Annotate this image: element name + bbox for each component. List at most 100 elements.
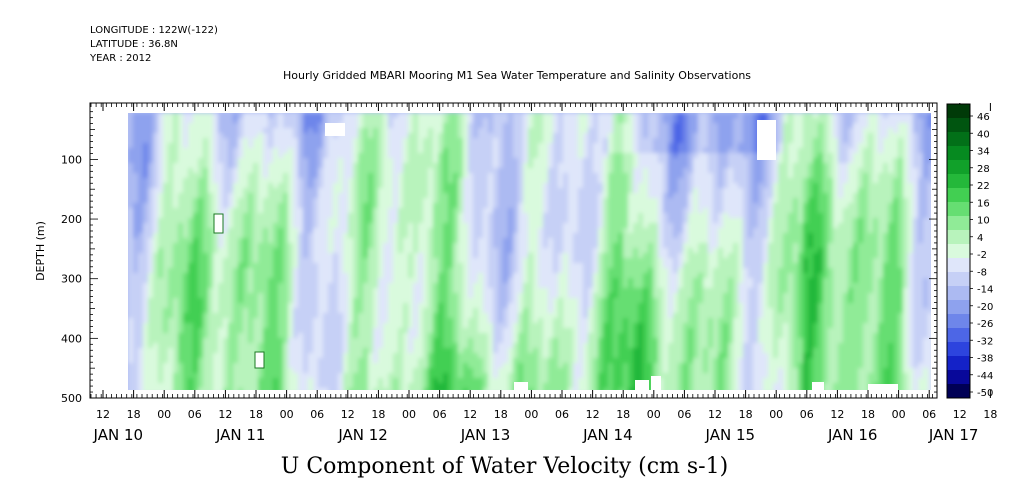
x-day-label: JAN 11 (215, 426, 266, 444)
x-tick-label: 12 (463, 408, 477, 421)
x-tick-label: 18 (494, 408, 508, 421)
colorbar-swatch (947, 258, 970, 273)
x-tick-label: 12 (586, 408, 600, 421)
colorbar-swatch (947, 384, 970, 399)
colorbar-swatch (947, 104, 970, 119)
colorbar-label: -2 (977, 250, 987, 261)
x-tick-label: 00 (647, 408, 661, 421)
y-tick-label: 500 (61, 392, 82, 405)
missing-data-patch (325, 123, 345, 136)
x-tick-label: 00 (769, 408, 783, 421)
x-day-label: JAN 16 (827, 426, 878, 444)
x-tick-label: 12 (341, 408, 355, 421)
missing-data-patches (213, 120, 898, 390)
x-day-label: JAN 13 (460, 426, 511, 444)
colorbar-swatch (947, 300, 970, 315)
x-day-label: JAN 10 (93, 426, 144, 444)
colorbar-swatch (947, 132, 970, 147)
x-tick-label: 18 (127, 408, 141, 421)
x-tick-label: 12 (218, 408, 232, 421)
colorbar-swatch (947, 202, 970, 217)
x-tick-label: 12 (830, 408, 844, 421)
latitude-label: LATITUDE : 36.8N (90, 39, 178, 50)
colorbar-label: 40 (977, 129, 990, 140)
x-tick-label: 00 (157, 408, 171, 421)
plot-frame (89, 102, 938, 399)
y-tick-label: 100 (61, 153, 82, 166)
colorbar-label: -44 (977, 371, 993, 382)
colorbar-swatch (947, 118, 970, 133)
x-tick-label: 12 (708, 408, 722, 421)
colorbar-label: 4 (977, 233, 983, 244)
velocity-field (128, 113, 931, 390)
year-label: YEAR : 2012 (90, 53, 152, 64)
y-tick-label: 400 (61, 332, 82, 345)
x-tick-label: 18 (861, 408, 875, 421)
colorbar-label: 34 (977, 147, 990, 158)
x-tick-label: 00 (524, 408, 538, 421)
y-axis-label: DEPTH (m) (34, 221, 47, 281)
colorbar-swatch (947, 370, 970, 385)
y-tick-label: 200 (61, 213, 82, 226)
colorbar-label: 22 (977, 181, 990, 192)
colorbar-label: -8 (977, 267, 987, 278)
missing-data-patch (255, 352, 264, 368)
colorbar-swatch (947, 286, 970, 301)
missing-data-patch (635, 380, 649, 390)
missing-data-patch (214, 214, 223, 233)
colorbar-swatch (947, 328, 970, 343)
missing-data-patch (868, 384, 898, 390)
y-tick-label: 300 (61, 273, 82, 286)
x-tick-label: 18 (983, 408, 997, 421)
x-tick-label: 18 (249, 408, 263, 421)
x-tick-label: 06 (800, 408, 814, 421)
missing-data-patch (757, 120, 776, 160)
x-day-label: JAN 14 (582, 426, 633, 444)
missing-data-patch (514, 382, 528, 390)
x-axis: 12 18 00 06 12 18 00 06 12 18 00 06 12 18 00 06 12 18 00 06… (90, 103, 997, 444)
colorbar-label: -32 (977, 336, 993, 347)
x-tick-label: 00 (892, 408, 906, 421)
y-axis: 100 200 300 400 500 (61, 111, 937, 405)
missing-data-patch (812, 382, 824, 390)
colorbar-swatch (947, 188, 970, 203)
longitude-label: LONGITUDE : 122W(-122) (90, 25, 218, 36)
colorbar-swatch (947, 146, 970, 161)
colorbar-swatch (947, 174, 970, 189)
x-tick-label: 06 (188, 408, 202, 421)
x-tick-label: 06 (310, 408, 324, 421)
colorbar-label: -14 (977, 285, 993, 296)
colorbar-swatch (947, 230, 970, 245)
x-axis-label: U Component of Water Velocity (cm s-1) (280, 454, 729, 479)
x-day-label: JAN 15 (705, 426, 756, 444)
metadata-block: LONGITUDE : 122W(-122) LATITUDE : 36.8N … (90, 24, 218, 66)
colorbar-swatch (947, 160, 970, 175)
x-tick-label: 18 (371, 408, 385, 421)
colorbar: 46 40 34 28 22 16 10 4 -2 -8 -14 -20 -26 -32 -38 -44 -50 (946, 103, 993, 399)
colorbar-label: 46 (977, 112, 990, 123)
x-tick-label: 12 (96, 408, 110, 421)
colorbar-label: -38 (977, 354, 993, 365)
x-tick-label: 06 (433, 408, 447, 421)
x-tick-label: 06 (677, 408, 691, 421)
missing-data-patch (651, 376, 661, 390)
colorbar-swatch (947, 216, 970, 231)
x-tick-label: 18 (616, 408, 630, 421)
colorbar-swatch (947, 272, 970, 287)
colorbar-label: 28 (977, 164, 990, 175)
colorbar-swatch (947, 342, 970, 357)
x-tick-label: 18 (739, 408, 753, 421)
x-day-label: JAN 17 (928, 426, 979, 444)
x-tick-label: 00 (402, 408, 416, 421)
colorbar-label: 10 (977, 216, 990, 227)
x-tick-label: 00 (280, 408, 294, 421)
colorbar-label: 16 (977, 198, 990, 209)
colorbar-label: -26 (977, 319, 993, 330)
x-tick-label: 06 (922, 408, 936, 421)
colorbar-swatch (947, 356, 970, 371)
colorbar-swatch (947, 314, 970, 329)
colorbar-swatch (947, 244, 970, 259)
x-tick-label: 12 (953, 408, 967, 421)
colorbar-label: -50 (977, 388, 993, 399)
